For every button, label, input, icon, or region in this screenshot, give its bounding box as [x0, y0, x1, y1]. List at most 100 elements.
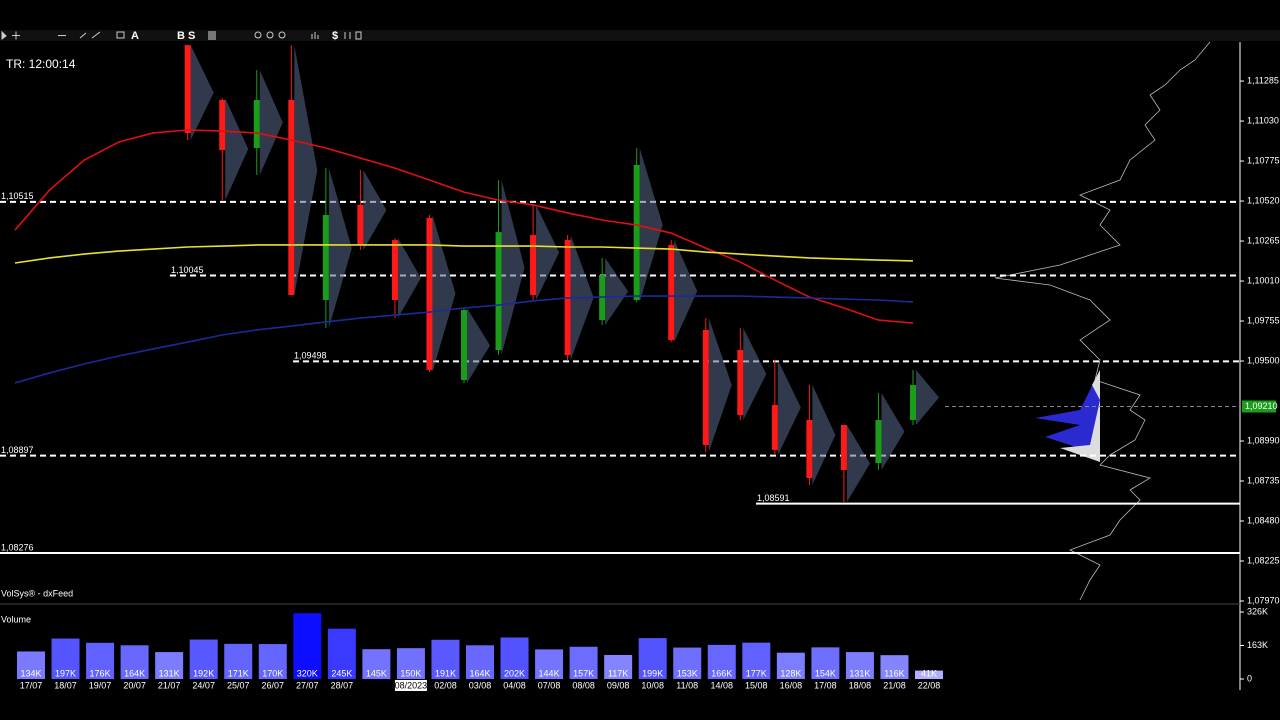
moving-average: [14, 244, 914, 264]
day-volume-profile: [501, 180, 525, 356]
date-highlight: [394, 680, 427, 691]
day-volume-profile: [225, 97, 249, 201]
icon-misc[interactable]: [344, 31, 362, 40]
icon-pointer[interactable]: [1, 30, 7, 40]
candle-body: [910, 385, 916, 420]
moving-average: [14, 129, 914, 324]
volume-label: 134K: [20, 668, 41, 678]
day-volume-profile: [777, 360, 801, 455]
y-tick-label: 1,09500: [1247, 355, 1280, 365]
x-tick-label: 26/07: [262, 680, 285, 690]
day-volume-profile: [605, 257, 629, 325]
volume-bar: [811, 647, 840, 679]
day-volume-profile: [708, 318, 732, 452]
volume-bar: [915, 670, 943, 679]
volume-bar: [707, 644, 736, 679]
volume-label: 170K: [262, 668, 283, 678]
icon-bars[interactable]: [311, 32, 319, 39]
volume-bar: [51, 638, 80, 679]
icon-cross[interactable]: [12, 31, 20, 40]
y-tick-label: 1,08990: [1247, 435, 1280, 445]
day-volume-profile: [639, 148, 663, 303]
day-volume-profile: [743, 328, 767, 420]
volume-label: 176K: [90, 668, 111, 678]
volume-label: 117K: [608, 668, 628, 678]
volume-bar: [120, 645, 149, 679]
volume-bar: [742, 642, 771, 679]
toolbar: [0, 30, 1280, 41]
toolbar-label[interactable]: A: [131, 30, 139, 42]
volume-bar: [535, 649, 564, 679]
candle-body: [806, 419, 813, 479]
candle-body: [461, 310, 467, 381]
x-tick-label: 17/07: [20, 680, 43, 690]
icon-rect[interactable]: [116, 31, 125, 39]
current-price-box: [1242, 400, 1276, 413]
candle-body: [253, 100, 260, 149]
candle-body: [633, 164, 640, 301]
volume-bar: [845, 652, 874, 679]
volume-label: 157K: [573, 668, 594, 678]
toolbar-label[interactable]: B: [177, 30, 185, 42]
icon-u[interactable]: [208, 31, 216, 40]
x-tick-label: 18/07: [54, 680, 77, 690]
icon-zoom[interactable]: [266, 31, 274, 39]
volume-bar: [638, 638, 667, 679]
price-level-label: 1,08591: [757, 493, 790, 503]
timer: TR: 12:00:14: [6, 57, 76, 71]
y-tick-label: 1,10520: [1247, 195, 1280, 205]
volume-bar: [500, 637, 529, 679]
candle-body: [737, 350, 744, 415]
candle-body: [495, 232, 502, 351]
x-tick-label: 08/2023: [395, 680, 428, 690]
candle-body: [288, 100, 295, 295]
day-volume-profile: [259, 70, 283, 176]
volume-bar: [327, 628, 356, 679]
volume-bar: [362, 649, 391, 679]
volume-label: 164K: [469, 668, 490, 678]
day-volume-profile: [190, 45, 214, 141]
x-tick-label: 20/07: [123, 680, 146, 690]
volume-bar: [880, 655, 909, 679]
icon-zoom[interactable]: [254, 31, 262, 39]
day-volume-profile: [846, 425, 870, 503]
x-tick-label: 15/08: [745, 680, 768, 690]
candle-body: [771, 404, 778, 450]
panel-title: Volume: [1, 614, 31, 624]
candle-body: [668, 244, 675, 341]
y-tick-label: 1,08225: [1247, 555, 1280, 565]
icon-lines[interactable]: [58, 31, 101, 39]
price-level-label: 1,10515: [1, 191, 34, 201]
volume-bar: [431, 639, 460, 679]
volume-label: 197K: [55, 668, 76, 678]
y-tick-label: 1,10010: [1247, 275, 1280, 285]
current-price-label: 1,09210: [1245, 401, 1278, 411]
y-tick-label: 163K: [1247, 640, 1268, 650]
volume-label: 320K: [297, 668, 318, 678]
volume-bar: [396, 648, 425, 679]
x-tick-label: 18/08: [849, 680, 872, 690]
day-volume-profile: [467, 308, 490, 383]
toolbar-icons: [1, 30, 362, 40]
icon-zoom[interactable]: [278, 31, 286, 39]
candle-body: [875, 419, 882, 463]
toolbar-label[interactable]: $: [332, 30, 338, 42]
volume-bar: [466, 645, 494, 679]
candle-body: [184, 45, 191, 133]
session-volume-profile: [994, 41, 1211, 601]
y-tick-label: 1,11030: [1247, 115, 1279, 125]
y-tick-label: 1,09755: [1247, 315, 1280, 325]
volume-label: 192K: [193, 668, 214, 678]
x-tick-label: 16/08: [780, 680, 803, 690]
toolbar-label[interactable]: S: [188, 30, 195, 42]
volume-label: 131K: [159, 668, 180, 678]
price-level-label: 1,08897: [1, 445, 34, 455]
volume-label: 202K: [504, 668, 525, 678]
day-volume-profile: [536, 204, 560, 301]
moving-average: [14, 295, 914, 384]
price-level-label: 1,10045: [171, 265, 204, 275]
volume-bar: [569, 646, 598, 679]
volume-bar: [189, 639, 218, 679]
x-tick-label: 21/08: [883, 680, 906, 690]
